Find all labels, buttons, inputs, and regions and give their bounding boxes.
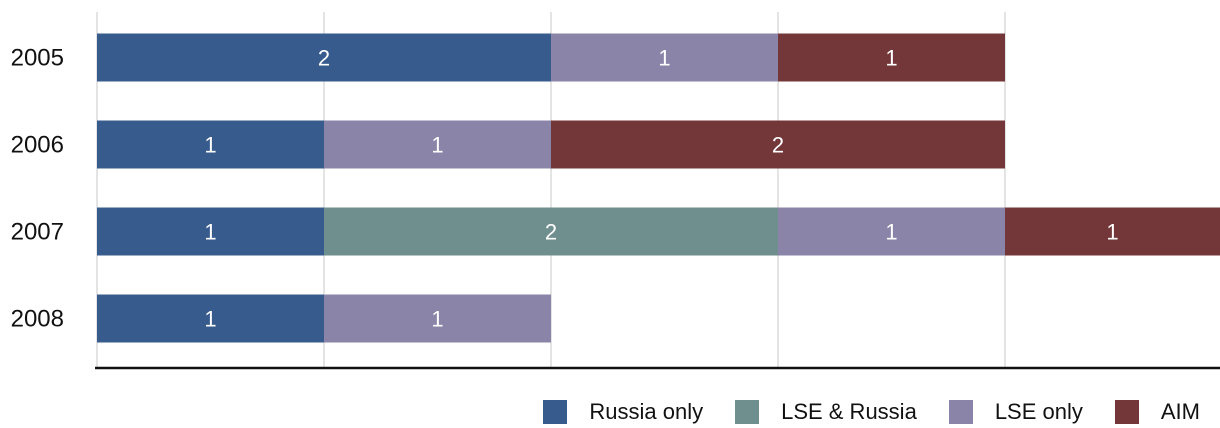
bar-2007-lse-only: [778, 207, 1005, 256]
legend-swatch: [735, 400, 760, 424]
bar-2005-aim: [778, 33, 1005, 82]
bar-2008-russia-only: [97, 294, 324, 343]
category-label-2005: 2005: [11, 45, 64, 72]
category-label-2006: 2006: [11, 132, 64, 159]
bar-2006-aim: [551, 120, 1005, 169]
legend-item-lse-russia: LSE & Russia: [735, 399, 917, 425]
bar-2007-aim: [1005, 207, 1220, 256]
bar-2008-lse-only: [324, 294, 551, 343]
legend-item-aim: AIM: [1114, 399, 1200, 425]
legend-swatch: [1114, 400, 1139, 424]
stacked-bar-chart: 2 1 1 1 1 2 1 2 1 1 1 1 2005 2006 2007 2008: [11, 12, 1220, 370]
category-labels: 2005 2006 2007 2008: [11, 45, 64, 333]
category-label-2007: 2007: [11, 219, 64, 246]
data-label-2005-3: 1: [885, 46, 897, 71]
data-label-2006-3: 2: [772, 133, 784, 158]
data-label-2007-0: 1: [204, 220, 216, 245]
bar-2007-russia-only: [97, 207, 324, 256]
data-label-2006-0: 1: [204, 133, 216, 158]
data-label-2005-0: 2: [318, 46, 330, 71]
data-label-2006-2: 1: [431, 133, 443, 158]
legend-item-lse-only: LSE only: [948, 399, 1083, 425]
data-label-2008-0: 1: [204, 307, 216, 332]
bar-2005-lse-only: [551, 33, 778, 82]
legend-label: LSE & Russia: [781, 399, 917, 424]
data-label-2008-2: 1: [431, 307, 443, 332]
category-label-2008: 2008: [11, 306, 64, 333]
legend-swatch: [543, 400, 568, 424]
legend-label: LSE only: [994, 399, 1083, 424]
data-label-2007-3: 1: [1106, 220, 1118, 245]
legend: Russia only LSE & Russia LSE only AIM: [511, 396, 1200, 428]
bar-2005-russia-only: [97, 33, 551, 82]
legend-item-russia-only: Russia only: [543, 399, 703, 425]
data-label-2005-2: 1: [658, 46, 670, 71]
bar-2006-lse-only: [324, 120, 551, 169]
bar-2007-lse-russia: [324, 207, 778, 256]
legend-label: Russia only: [589, 399, 704, 424]
legend-swatch: [948, 400, 973, 424]
data-labels: 2 1 1 1 1 2 1 2 1 1 1 1: [204, 46, 1118, 332]
bar-segments: [97, 33, 1220, 343]
data-label-2007-1: 2: [545, 220, 557, 245]
data-label-2007-2: 1: [885, 220, 897, 245]
legend-label: AIM: [1160, 399, 1200, 424]
bar-2006-russia-only: [97, 120, 324, 169]
